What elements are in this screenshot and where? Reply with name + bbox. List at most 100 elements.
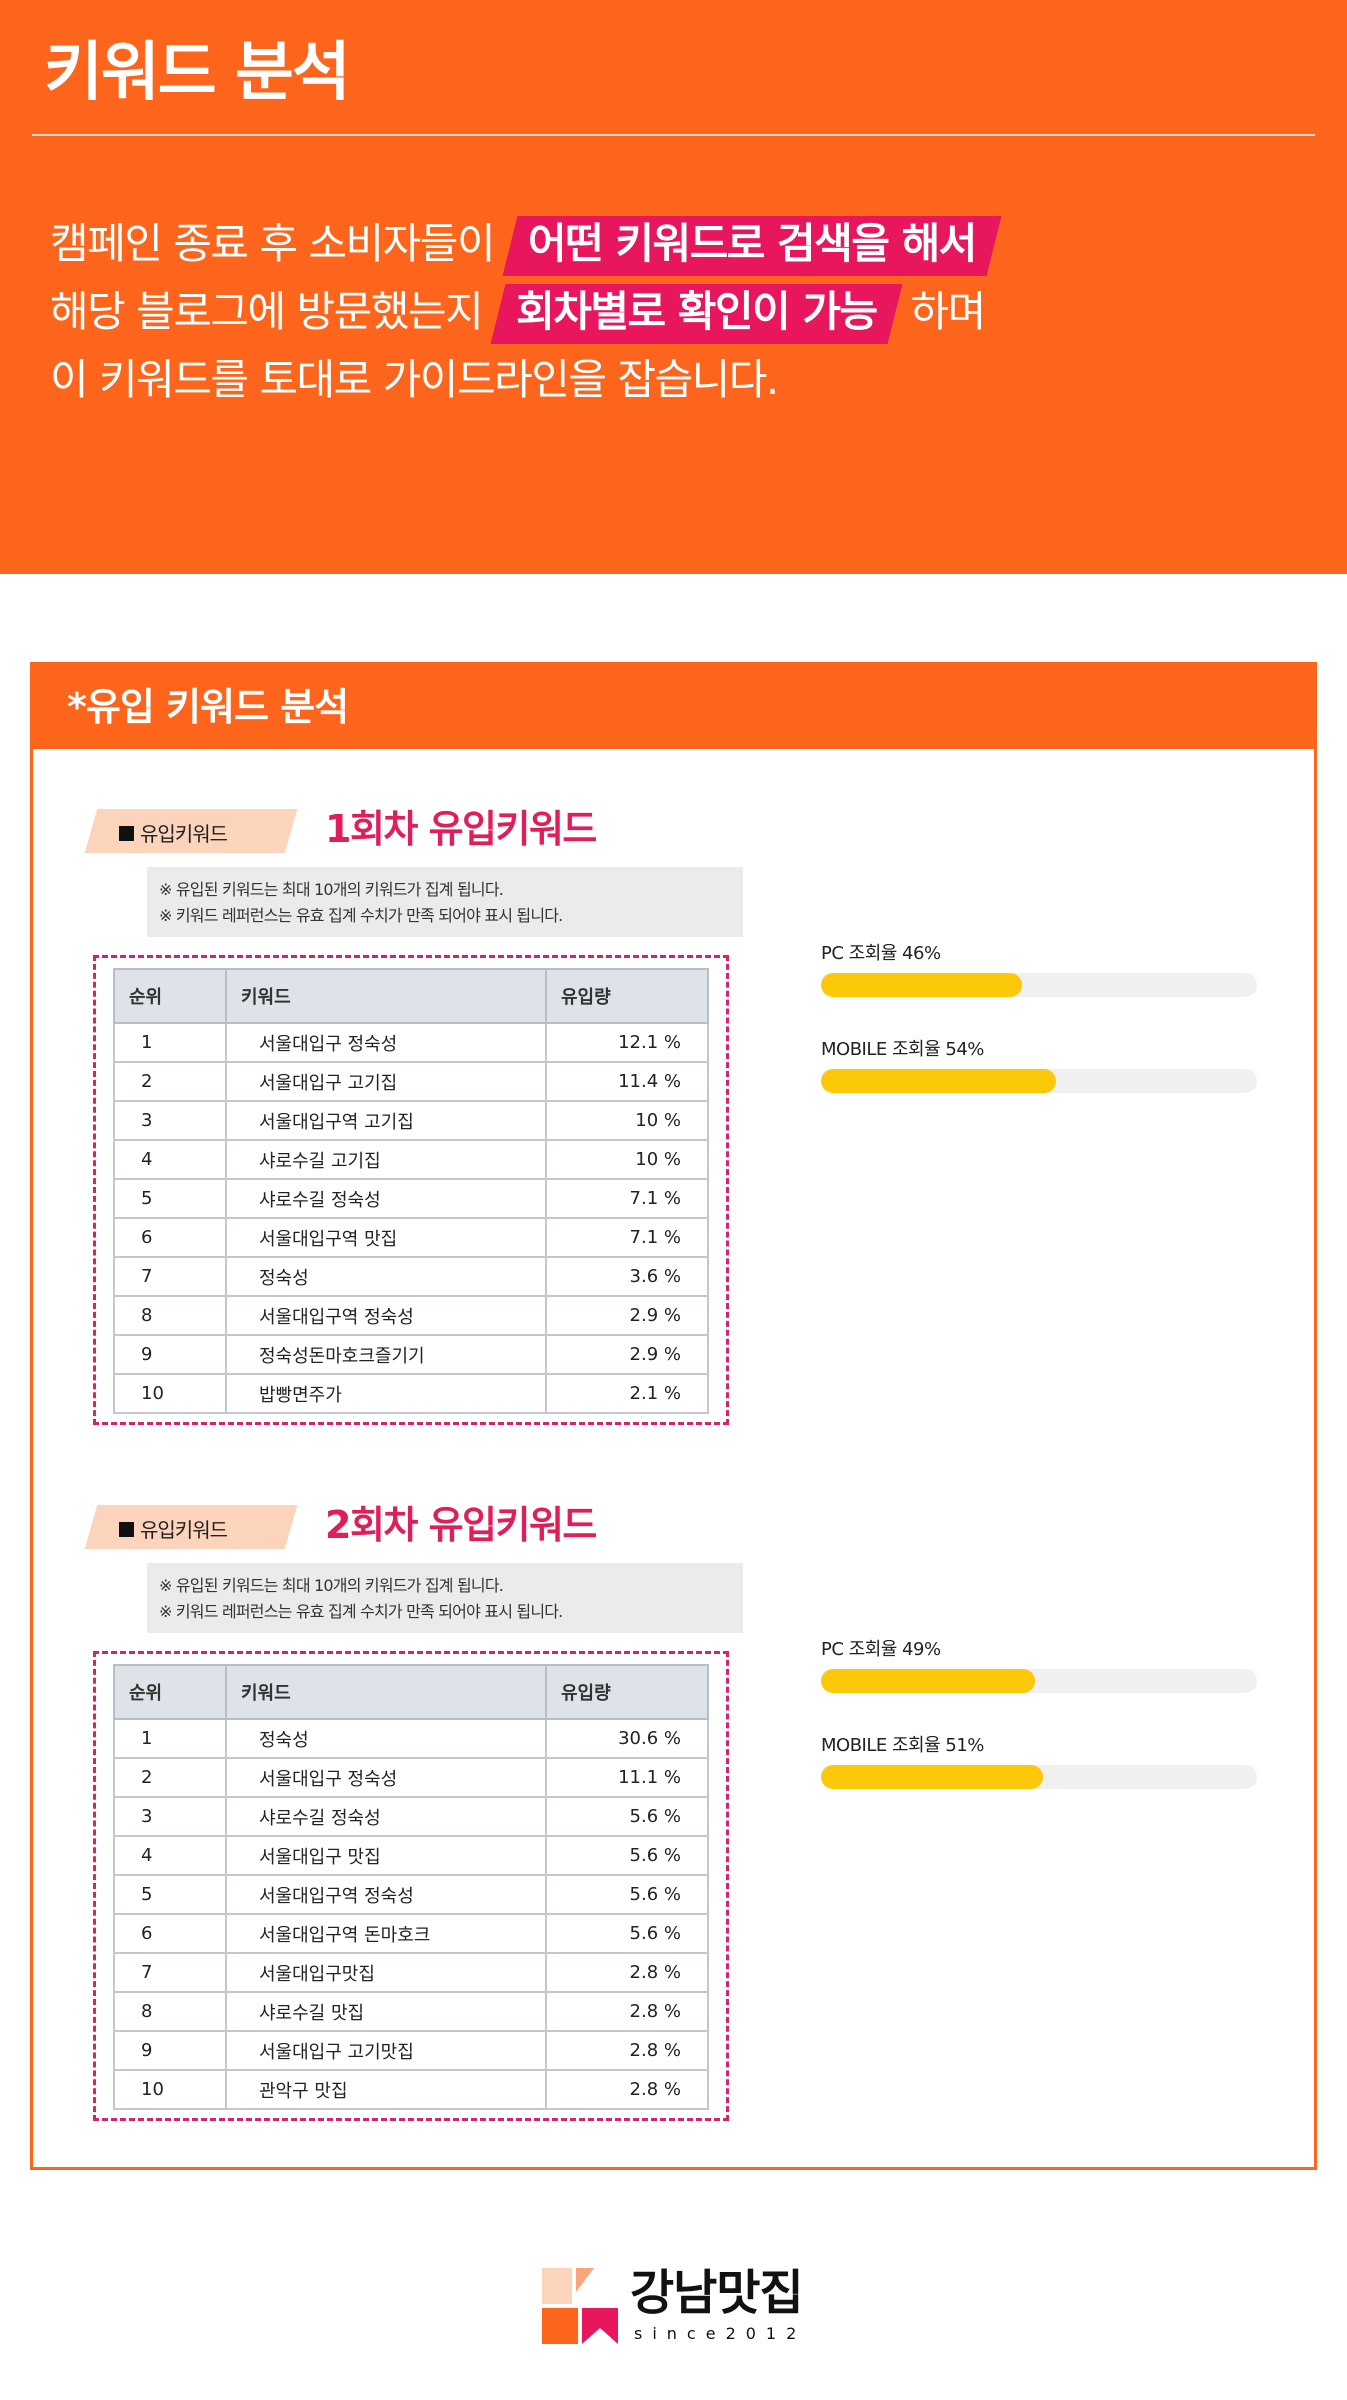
rank-cell: 2 xyxy=(113,1061,227,1102)
rank-cell: 7 xyxy=(113,1256,227,1297)
square-bullet-icon xyxy=(119,1522,134,1537)
pc-rate-bar xyxy=(821,973,1257,997)
keyword-cell: 샤로수길 정숙성 xyxy=(225,1796,547,1837)
rate-cell: 2.8 % xyxy=(545,1952,709,1993)
note-line: ※ 키워드 레퍼런스는 유효 집계 수치가 만족 되어야 표시 됩니다. xyxy=(159,1602,563,1621)
table-row: 2 서울대입구 고기집 11.4 % xyxy=(113,1061,709,1102)
mobile-rate-bar-fill xyxy=(821,1765,1044,1789)
rank-cell: 6 xyxy=(113,1913,227,1954)
rank-cell: 4 xyxy=(113,1835,227,1876)
table-row: 2 서울대입구 정숙성 11.1 % xyxy=(113,1757,709,1798)
mobile-rate-bar xyxy=(821,1069,1257,1093)
keyword-table: 순위 키워드 유입량 1 서울대입구 정숙성 12.1 % 2 서울대입구 고기집 11… xyxy=(113,968,709,1414)
hero-line-1: 캠페인 종료 후 소비자들이 어떤 키워드로 검색을 해서 xyxy=(50,210,998,278)
table-row: 4 서울대입구 맛집 5.6 % xyxy=(113,1835,709,1876)
keyword-cell: 정숙성 xyxy=(225,1256,547,1297)
page-title: 키워드 분석 xyxy=(44,36,351,110)
table-row: 6 서울대입구역 맛집 7.1 % xyxy=(113,1217,709,1258)
header-rank: 순위 xyxy=(113,968,227,1024)
round-2-section: 유입키워드 2회차 유입키워드 ※ 유입된 키워드는 최대 10개의 키워드가 … xyxy=(84,1503,1271,2145)
notes-box: ※ 유입된 키워드는 최대 10개의 키워드가 집계 됩니다. ※ 키워드 레퍼… xyxy=(147,867,743,937)
note-line: ※ 유입된 키워드는 최대 10개의 키워드가 집계 됩니다. xyxy=(159,1576,504,1595)
table-header-row: 순위 키워드 유입량 xyxy=(113,968,709,1024)
hero-description: 캠페인 종료 후 소비자들이 어떤 키워드로 검색을 해서 해당 블로그에 방문… xyxy=(50,210,998,414)
round-title: 1회차 유입키워드 xyxy=(325,807,597,851)
rank-cell: 10 xyxy=(113,2069,227,2110)
rate-cell: 11.1 % xyxy=(545,1757,709,1798)
hero-line-3: 이 키워드를 토대로 가이드라인을 잡습니다. xyxy=(50,355,779,404)
rank-cell: 1 xyxy=(113,1022,227,1063)
hero-line-2-text: 해당 블로그에 방문했는지 xyxy=(50,287,484,336)
header-rate: 유입량 xyxy=(545,1664,709,1720)
keyword-cell: 서울대입구 정숙성 xyxy=(225,1022,547,1063)
keyword-cell: 샤로수길 정숙성 xyxy=(225,1178,547,1219)
mobile-rate-bar-fill xyxy=(821,1069,1057,1093)
rank-cell: 6 xyxy=(113,1217,227,1258)
keyword-cell: 서울대입구맛집 xyxy=(225,1952,547,1993)
keyword-cell: 서울대입구역 정숙성 xyxy=(225,1874,547,1915)
table-header-row: 순위 키워드 유입량 xyxy=(113,1664,709,1720)
rate-cell: 2.9 % xyxy=(545,1334,709,1375)
rank-cell: 10 xyxy=(113,1373,227,1414)
rate-cell: 11.4 % xyxy=(545,1061,709,1102)
keyword-cell: 서울대입구역 고기집 xyxy=(225,1100,547,1141)
pc-rate-label: PC 조회율 49% xyxy=(821,1639,941,1660)
keyword-table-frame: 순위 키워드 유입량 1 서울대입구 정숙성 12.1 % 2 서울대입구 고기집 11… xyxy=(93,955,729,1425)
brand-logo: 강남맛집 since2012 xyxy=(542,2265,822,2352)
pc-rate-bar xyxy=(821,1669,1257,1693)
square-bullet-icon xyxy=(119,826,134,841)
mobile-rate-bar xyxy=(821,1765,1257,1789)
badge-label: 유입키워드 xyxy=(119,1514,228,1543)
table-row: 8 서울대입구역 정숙성 2.9 % xyxy=(113,1295,709,1336)
keyword-cell: 서울대입구역 돈마호크 xyxy=(225,1913,547,1954)
panel-title: *유입 키워드 분석 xyxy=(67,685,349,729)
table-row: 9 정숙성돈마호크즐기기 2.9 % xyxy=(113,1334,709,1375)
keyword-cell: 서울대입구역 정숙성 xyxy=(225,1295,547,1336)
keyword-cell: 샤로수길 고기집 xyxy=(225,1139,547,1180)
round-1-section: 유입키워드 1회차 유입키워드 ※ 유입된 키워드는 최대 10개의 키워드가 … xyxy=(84,807,1271,1449)
table-row: 6 서울대입구역 돈마호크 5.6 % xyxy=(113,1913,709,1954)
header-keyword: 키워드 xyxy=(225,968,547,1024)
rank-cell: 9 xyxy=(113,2030,227,2071)
keyword-analysis-panel: *유입 키워드 분석 유입키워드 1회차 유입키워드 ※ 유입된 키워드는 최대… xyxy=(30,662,1317,2170)
header-rank: 순위 xyxy=(113,1664,227,1720)
notes-box: ※ 유입된 키워드는 최대 10개의 키워드가 집계 됩니다. ※ 키워드 레퍼… xyxy=(147,1563,743,1633)
rate-cell: 12.1 % xyxy=(545,1022,709,1063)
badge-label: 유입키워드 xyxy=(119,818,228,847)
rate-cell: 5.6 % xyxy=(545,1835,709,1876)
rate-cell: 7.1 % xyxy=(545,1178,709,1219)
brand-since: since2012 xyxy=(634,2324,807,2343)
table-row: 1 서울대입구 정숙성 12.1 % xyxy=(113,1022,709,1063)
keyword-cell: 서울대입구 맛집 xyxy=(225,1835,547,1876)
note-line: ※ 유입된 키워드는 최대 10개의 키워드가 집계 됩니다. xyxy=(159,880,504,899)
table-row: 10 관악구 맛집 2.8 % xyxy=(113,2069,709,2110)
hero-section: 키워드 분석 캠페인 종료 후 소비자들이 어떤 키워드로 검색을 해서 해당 … xyxy=(0,0,1347,574)
round-badge: 유입키워드 xyxy=(84,809,298,853)
logo-mark-icon xyxy=(542,2268,618,2344)
rate-cell: 5.6 % xyxy=(545,1913,709,1954)
rank-cell: 5 xyxy=(113,1178,227,1219)
table-row: 3 서울대입구역 고기집 10 % xyxy=(113,1100,709,1141)
keyword-cell: 서울대입구 고기집 xyxy=(225,1061,547,1102)
rate-cell: 30.6 % xyxy=(545,1718,709,1759)
round-title: 2회차 유입키워드 xyxy=(325,1503,597,1547)
table-row: 8 샤로수길 맛집 2.8 % xyxy=(113,1991,709,2032)
table-row: 7 정숙성 3.6 % xyxy=(113,1256,709,1297)
table-row: 1 정숙성 30.6 % xyxy=(113,1718,709,1759)
rank-cell: 2 xyxy=(113,1757,227,1798)
keyword-cell: 서울대입구 고기맛집 xyxy=(225,2030,547,2071)
hero-highlight-1: 어떤 키워드로 검색을 해서 xyxy=(510,210,994,278)
rate-cell: 10 % xyxy=(545,1100,709,1141)
brand-name: 강남맛집 xyxy=(630,2265,804,2321)
rank-cell: 9 xyxy=(113,1334,227,1375)
table-row: 10 밥빵면주가 2.1 % xyxy=(113,1373,709,1414)
rate-cell: 2.8 % xyxy=(545,2069,709,2110)
rate-cell: 2.1 % xyxy=(545,1373,709,1414)
rate-cell: 5.6 % xyxy=(545,1874,709,1915)
table-row: 9 서울대입구 고기맛집 2.8 % xyxy=(113,2030,709,2071)
header-keyword: 키워드 xyxy=(225,1664,547,1720)
table-row: 5 서울대입구역 정숙성 5.6 % xyxy=(113,1874,709,1915)
keyword-cell: 밥빵면주가 xyxy=(225,1373,547,1414)
header-rate: 유입량 xyxy=(545,968,709,1024)
keyword-cell: 관악구 맛집 xyxy=(225,2069,547,2110)
